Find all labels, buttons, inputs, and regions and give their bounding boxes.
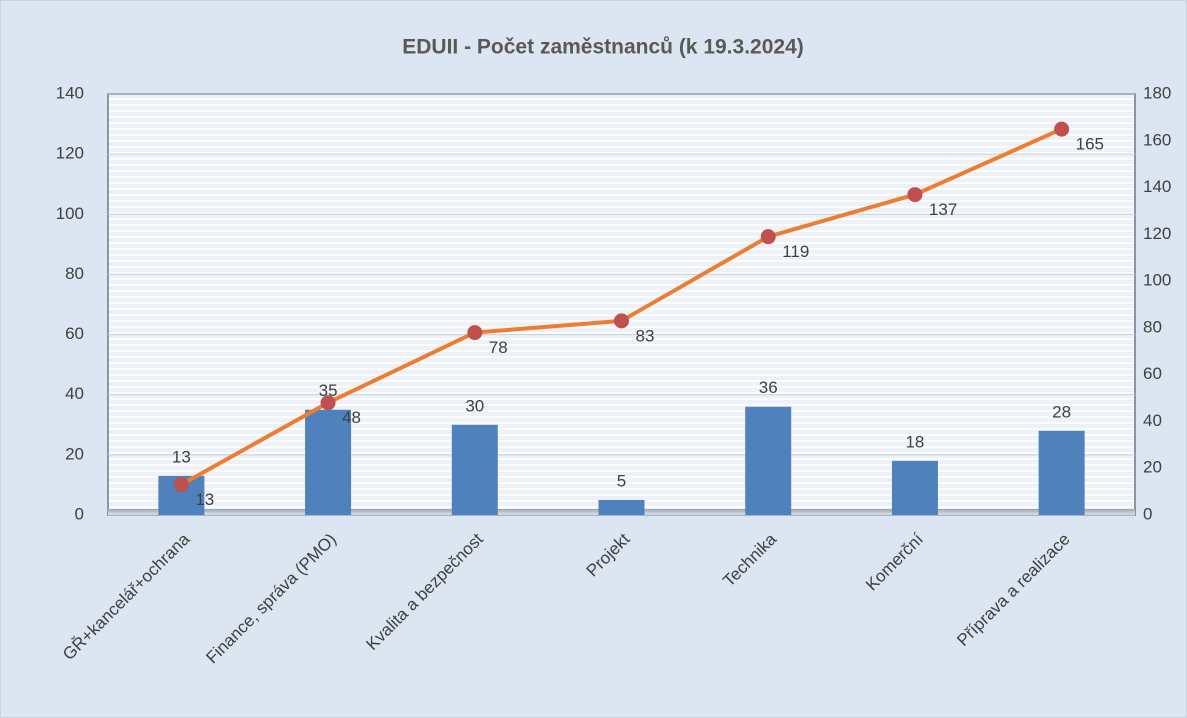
marker [1054, 121, 1070, 137]
bar [451, 424, 498, 515]
y2-tick-label: 100 [1143, 271, 1171, 290]
data-label: 18 [905, 432, 924, 451]
data-label: 13 [195, 490, 214, 509]
data-label: 137 [929, 200, 957, 219]
bar [1038, 430, 1085, 515]
data-label: 35 [319, 381, 338, 400]
plot-area [107, 93, 1136, 516]
marker [467, 325, 483, 341]
y2-tick-label: 80 [1143, 317, 1162, 336]
y2-tick-label: 120 [1143, 224, 1171, 243]
marker [614, 313, 629, 329]
y2-tick-label: 160 [1143, 130, 1171, 149]
y2-tick-label: 180 [1143, 83, 1171, 102]
data-label: 165 [1076, 135, 1104, 154]
y2-tick-label: 0 [1143, 504, 1152, 523]
data-label: 78 [489, 338, 508, 357]
y-tick-label: 120 [56, 144, 84, 163]
bar [745, 406, 792, 515]
y2-tick-label: 40 [1143, 411, 1162, 430]
marker [173, 477, 189, 493]
data-label: 5 [617, 471, 626, 490]
y-tick-label: 100 [56, 204, 84, 223]
data-label: 48 [342, 408, 361, 427]
y-tick-label: 40 [65, 384, 84, 403]
y-tick-label: 0 [75, 504, 84, 523]
y2-tick-label: 140 [1143, 177, 1171, 196]
y-tick-label: 140 [56, 83, 84, 102]
data-label: 13 [172, 447, 191, 466]
marker [760, 229, 776, 245]
y-tick-label: 60 [65, 324, 84, 343]
bar [891, 460, 938, 515]
marker [320, 395, 336, 411]
y2-tick-label: 60 [1143, 364, 1162, 383]
data-label: 30 [465, 396, 484, 415]
bar [598, 499, 645, 515]
bar [305, 409, 352, 515]
data-label: 83 [636, 326, 655, 345]
chart-title: EDUII - Počet zaměstnanců (k 19.3.2024) [402, 36, 804, 59]
y2-tick-label: 20 [1143, 458, 1162, 477]
data-label: 119 [782, 242, 809, 261]
marker [907, 187, 923, 203]
y-tick-label: 20 [65, 444, 84, 463]
y-tick-label: 80 [65, 264, 84, 283]
data-label: 36 [759, 378, 778, 397]
data-label: 28 [1052, 402, 1071, 421]
